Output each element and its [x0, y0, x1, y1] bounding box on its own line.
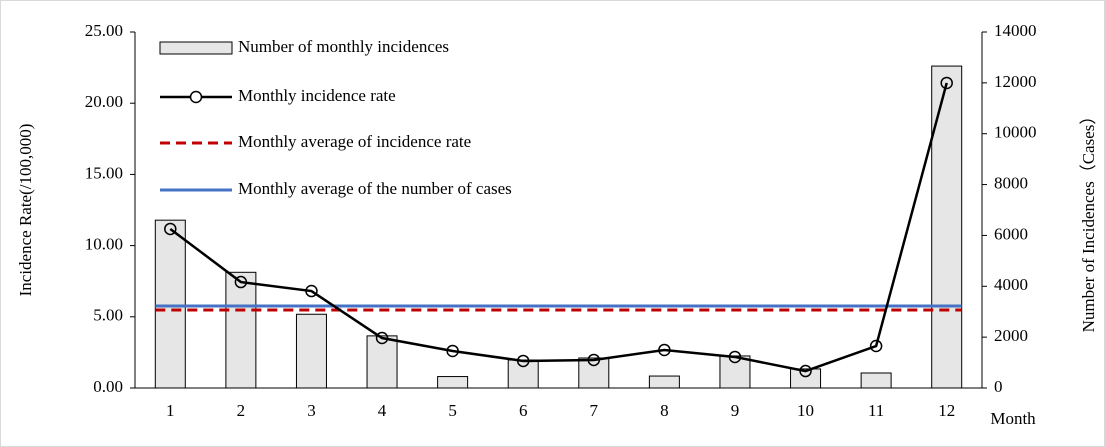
legend-label: Monthly incidence rate: [238, 86, 396, 105]
y-tick-label: 15.00: [85, 163, 123, 182]
legend-symbol: [159, 41, 233, 55]
rate-marker: [234, 275, 248, 289]
legend-label: Monthly average of incidence rate: [238, 132, 471, 151]
y2-tick-label: 8000: [994, 173, 1028, 192]
bar: [295, 313, 327, 389]
bar: [437, 376, 469, 389]
legend-marker: [189, 90, 203, 104]
rate-line: [169, 82, 948, 373]
x-tick-label: 6: [519, 401, 528, 420]
bar: [154, 219, 186, 389]
x-tick-label: 5: [448, 401, 457, 420]
rate-marker: [728, 350, 742, 364]
rate-marker: [375, 331, 389, 345]
y2-tick-label: 12000: [994, 72, 1037, 91]
bar: [578, 357, 610, 389]
x-tick-label: 8: [660, 401, 669, 420]
x-tick-label: 3: [307, 401, 316, 420]
x-tick-label: 7: [590, 401, 599, 420]
y2-tick-label: 6000: [994, 224, 1028, 243]
x-tick-label: 12: [938, 401, 955, 420]
rate-marker: [658, 343, 671, 357]
rate-marker: [940, 76, 953, 90]
bar: [931, 65, 963, 389]
x-axis-label: Month: [990, 409, 1036, 428]
y2-tick-label: 0: [994, 377, 1003, 396]
y2-tick-label: 14000: [994, 21, 1037, 40]
y2-axis-label: Number of Incidences（Cases）: [1079, 108, 1098, 333]
x-tick-label: 11: [868, 401, 884, 420]
bar: [719, 355, 751, 389]
rate-marker: [799, 364, 812, 378]
y-tick-label: 0.00: [93, 377, 123, 396]
y-axis-label: Incidence Rate(/100,000): [16, 124, 35, 297]
y-tick-label: 20.00: [85, 92, 123, 111]
legend-label: Number of monthly incidences: [238, 37, 449, 56]
x-tick-label: 1: [166, 401, 175, 420]
rate-marker: [587, 353, 601, 367]
rate-marker: [869, 339, 883, 353]
x-tick-label: 9: [731, 401, 740, 420]
rate-marker: [446, 344, 459, 358]
y-tick-label: 25.00: [85, 21, 123, 40]
bar: [648, 375, 680, 389]
y-tick-label: 10.00: [85, 235, 123, 254]
rate-marker: [516, 354, 530, 368]
y-tick-label: 5.00: [93, 306, 123, 325]
y2-tick-label: 2000: [994, 326, 1028, 345]
x-tick-label: 2: [237, 401, 246, 420]
rate-marker: [164, 222, 177, 236]
rate-marker: [305, 284, 318, 298]
y2-tick-label: 4000: [994, 275, 1028, 294]
x-tick-label: 10: [797, 401, 814, 420]
legend-label: Monthly average of the number of cases: [238, 179, 512, 198]
bar: [860, 372, 892, 389]
bar: [225, 271, 257, 389]
y2-tick-label: 10000: [994, 123, 1037, 142]
bar: [507, 359, 539, 389]
x-tick-label: 4: [378, 401, 387, 420]
